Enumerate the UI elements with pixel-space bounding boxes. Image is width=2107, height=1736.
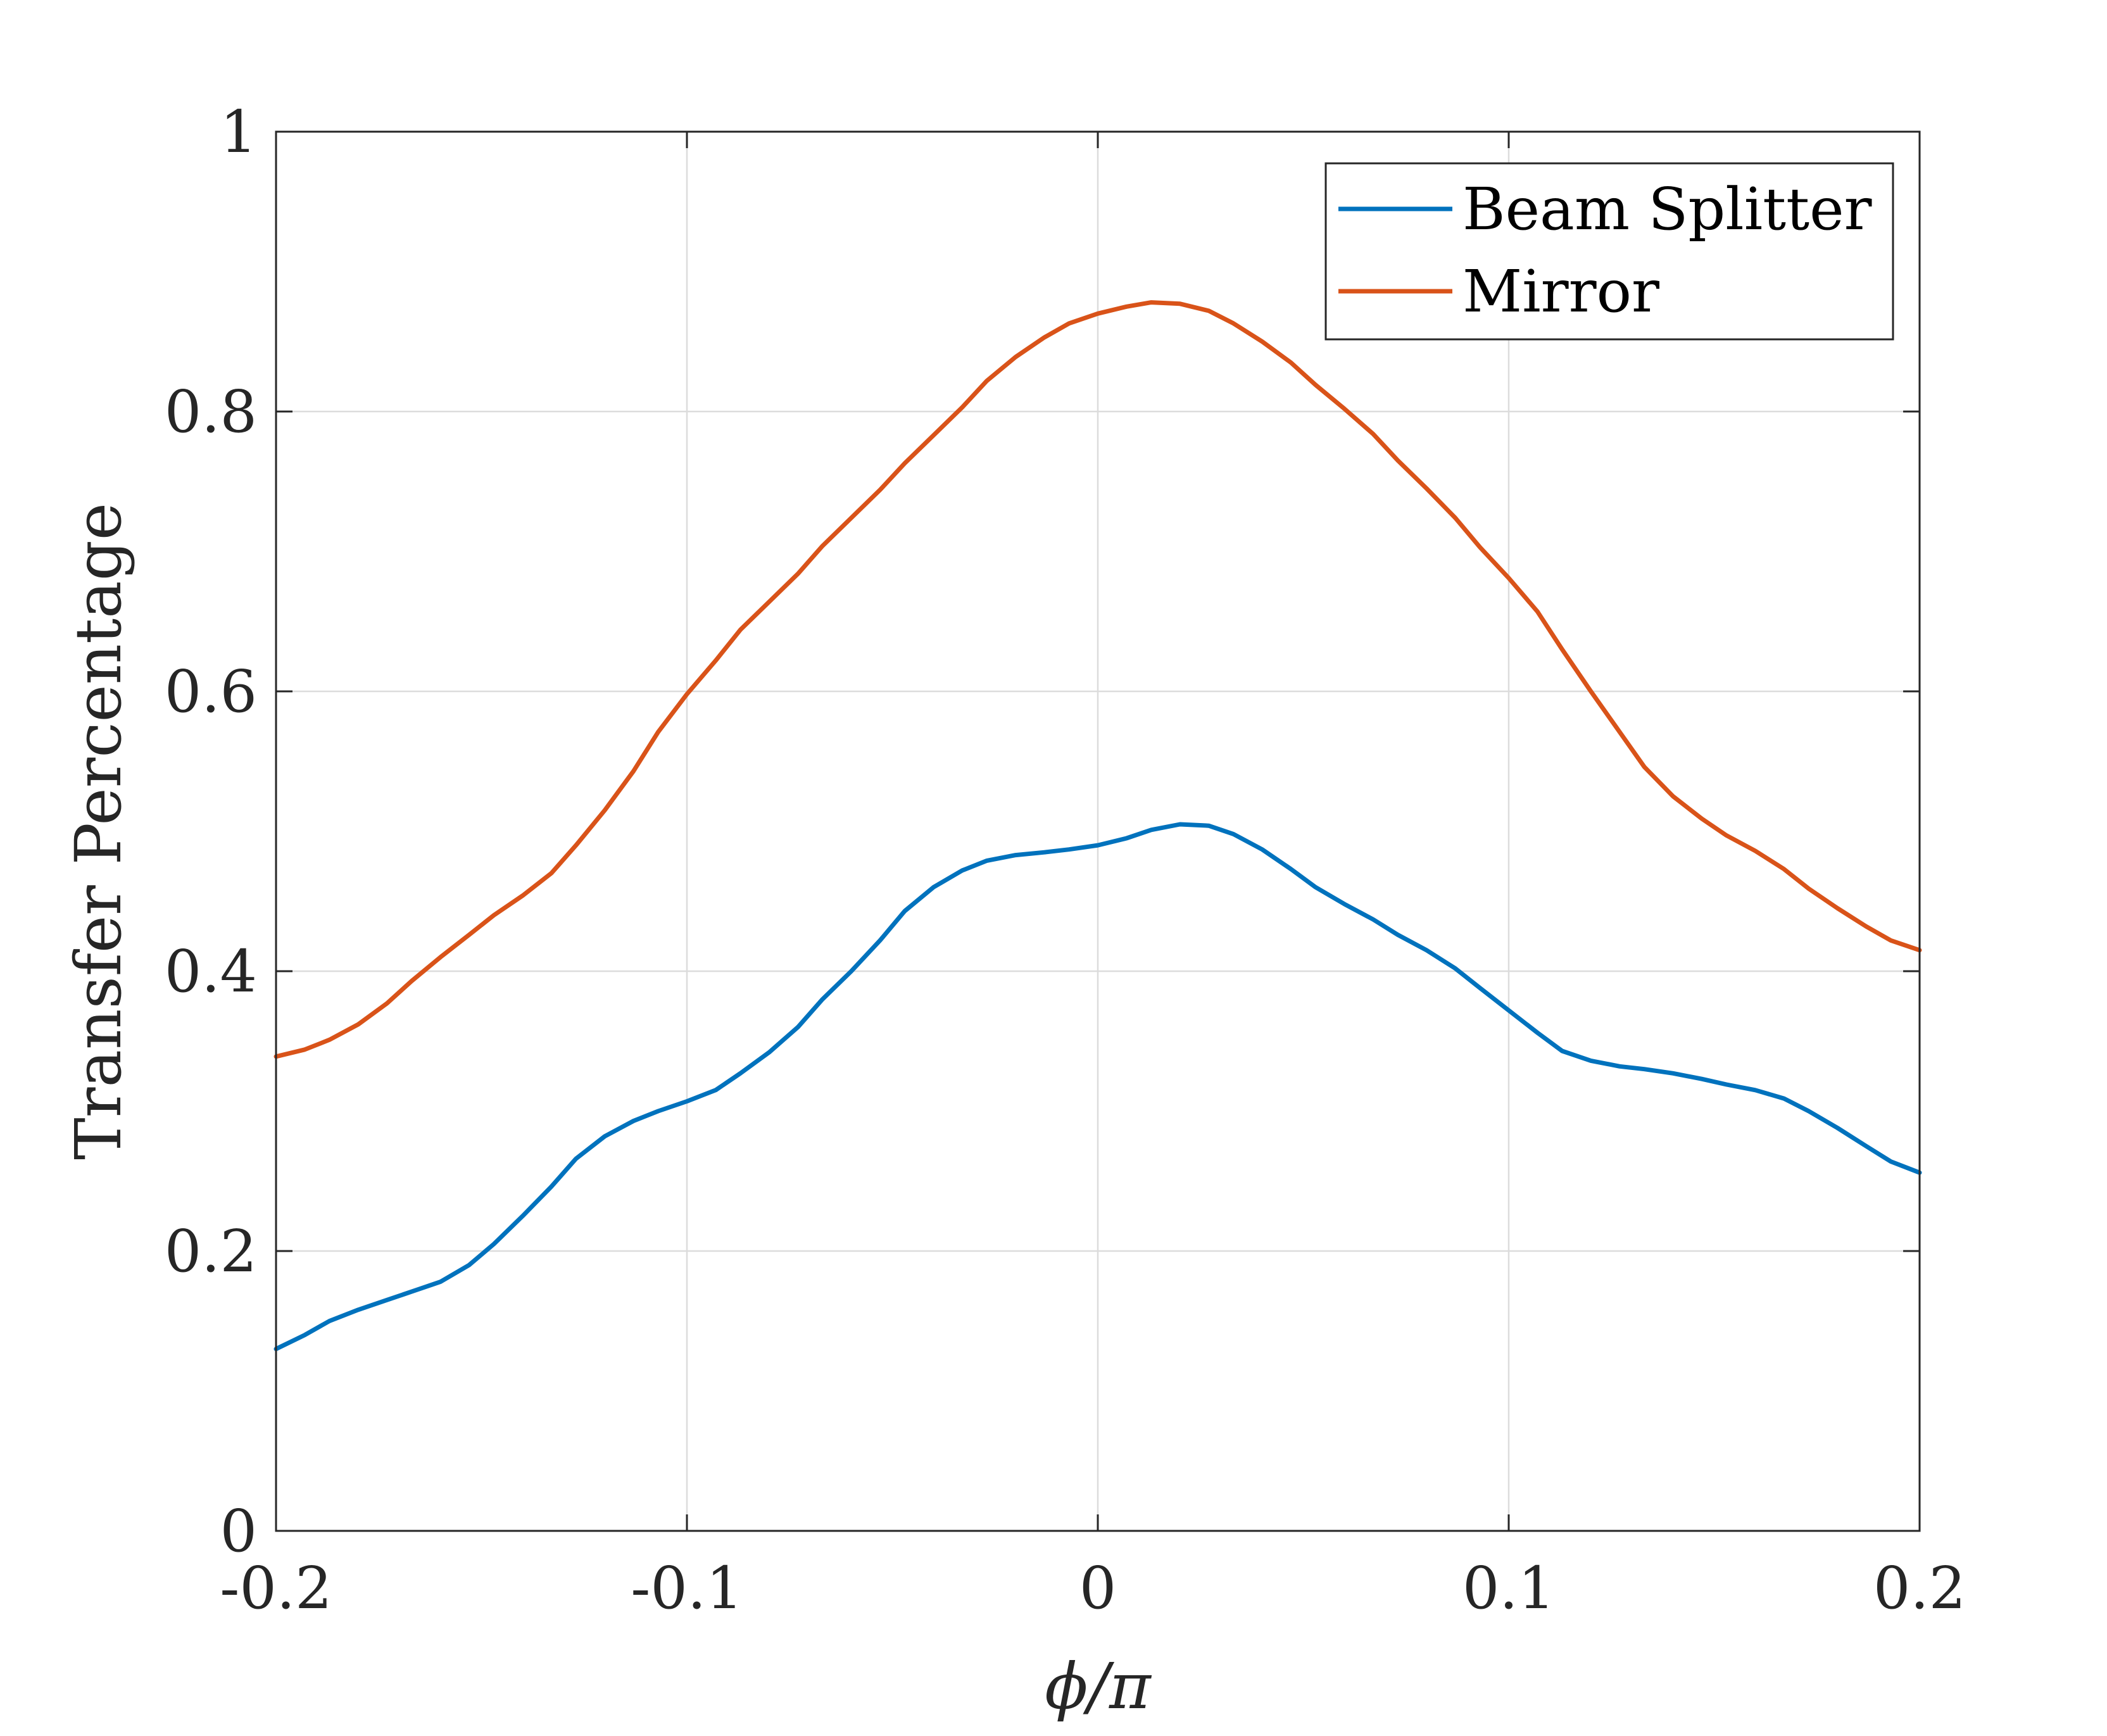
y-tick-label: 0.6 bbox=[165, 658, 257, 726]
axis-ticks bbox=[275, 130, 1921, 1532]
legend-box bbox=[1324, 162, 1894, 341]
y-tick-label: 0.8 bbox=[165, 378, 257, 446]
y-tick-label: 0.2 bbox=[165, 1217, 257, 1285]
series-lines bbox=[274, 300, 1922, 1352]
x-axis-title: ϕ/π bbox=[1045, 1649, 1152, 1723]
y-axis-title: Transfer Percentage bbox=[61, 503, 135, 1160]
x-tick-label: 0.1 bbox=[1462, 1554, 1555, 1622]
legend-label-mirror: Mirror bbox=[1462, 258, 1659, 325]
y-tick-label: 0 bbox=[220, 1497, 257, 1565]
y-tick-label: 0.4 bbox=[165, 938, 257, 1005]
x-tick-label: 0 bbox=[1079, 1554, 1117, 1622]
y-tick-label: 1 bbox=[220, 98, 257, 166]
tick-labels: -0.2 -0.1 0 0.1 0.2 0 0.2 0.4 0.6 0.8 1 bbox=[165, 98, 1966, 1622]
legend-label-beam-splitter: Beam Splitter bbox=[1462, 175, 1872, 243]
gridlines bbox=[276, 132, 1920, 1531]
x-tick-label: 0.2 bbox=[1873, 1554, 1966, 1622]
series-line-mirror bbox=[274, 300, 1922, 1059]
x-tick-label: -0.1 bbox=[631, 1554, 743, 1622]
legend: Beam Splitter Mirror bbox=[1324, 162, 1894, 341]
series-line-beam-splitter bbox=[274, 822, 1922, 1352]
x-tick-label: -0.2 bbox=[220, 1554, 332, 1622]
